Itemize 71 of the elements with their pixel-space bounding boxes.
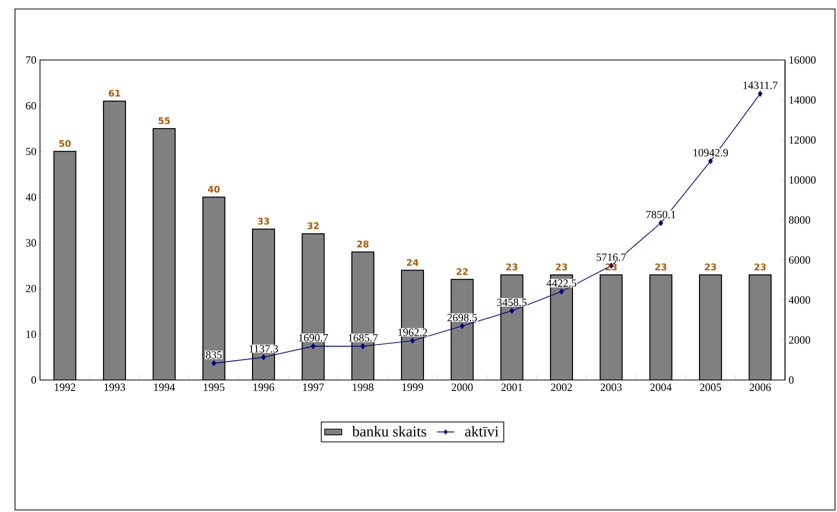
y-tick-label: 0 (31, 376, 36, 384)
legend-label: aktīvi (465, 426, 498, 437)
x-tick-label: 2004 (650, 384, 672, 391)
point (212, 360, 216, 366)
data-label: 5716.7 (596, 254, 626, 261)
data-label: 50 (59, 140, 71, 147)
data-label: 10942.9 (694, 148, 728, 156)
y2-tick-label: 4000 (788, 296, 810, 304)
x-tick-label: 1997 (303, 384, 324, 391)
data-label: 1137.3 (250, 345, 278, 353)
point (410, 338, 415, 344)
data-label: 7850.1 (646, 210, 676, 218)
data-label: 1690.7 (299, 334, 328, 342)
data-label: 32 (308, 222, 319, 230)
data-label: 1685.7 (348, 334, 378, 342)
point (510, 308, 514, 314)
data-label: 23 (754, 264, 766, 270)
y2-tick-label: 8000 (788, 216, 810, 224)
x-tick-label: 1996 (253, 384, 274, 391)
point (758, 90, 762, 97)
y-tick-label: 10 (26, 330, 36, 338)
data-label: 55 (158, 117, 170, 124)
y2-tick-label: 2000 (789, 336, 810, 344)
x-tick-label: 1992 (54, 384, 76, 391)
data-label: 1962.2 (398, 328, 428, 336)
point (310, 343, 316, 350)
x-tick-label: 2000 (452, 384, 473, 391)
y-tick-label: 20 (26, 284, 36, 292)
data-label: 40 (208, 186, 220, 193)
data-label: 24 (406, 259, 418, 266)
y-tick-label: 70 (26, 56, 36, 64)
x-tick-label: 1999 (402, 384, 424, 391)
data-label: 23 (556, 264, 568, 270)
data-label: 28 (357, 240, 369, 248)
data-label: 23 (506, 264, 518, 270)
data-label: 835 (206, 351, 222, 359)
legend-label: banku skaits (352, 426, 426, 437)
x-tick-label: 2005 (700, 384, 722, 391)
data-label: 23 (655, 264, 666, 270)
point (708, 158, 713, 164)
y2-tick-label: 14000 (790, 96, 816, 104)
y2-tick-label: 16000 (790, 56, 816, 64)
x-tick-label: 1994 (154, 384, 176, 391)
data-label: 14311.7 (743, 82, 778, 90)
x-tick-label: 2002 (550, 384, 572, 391)
point (658, 220, 664, 226)
y2-tick-label: 0 (788, 376, 794, 384)
x-tick-label: 2006 (750, 384, 771, 391)
point (261, 354, 266, 360)
y-tick-label: 30 (26, 239, 36, 247)
data-label: 3458.5 (497, 298, 527, 306)
point (360, 343, 366, 350)
y2-tick-label: 6000 (789, 256, 810, 264)
y-tick-label: 40 (26, 193, 36, 201)
x-tick-label: 2001 (501, 384, 522, 391)
data-label: 2698.5 (448, 314, 477, 322)
data-label: 61 (108, 90, 120, 97)
x-tick-label: 1993 (104, 384, 126, 391)
x-tick-label: 1998 (352, 384, 374, 391)
data-label: 4422.5 (546, 279, 576, 287)
x-tick-label: 1995 (204, 384, 224, 391)
point (559, 288, 564, 294)
point (460, 323, 464, 329)
y2-tick-label: 10000 (790, 176, 816, 184)
x-tick-label: 2003 (600, 384, 622, 391)
y-tick-label: 50 (26, 148, 36, 156)
y2-tick-label: 12000 (790, 136, 816, 144)
y-tick-label: 60 (26, 102, 36, 110)
data-label: 23 (704, 264, 716, 270)
data-label: 33 (258, 218, 270, 225)
data-label: 22 (456, 268, 468, 275)
